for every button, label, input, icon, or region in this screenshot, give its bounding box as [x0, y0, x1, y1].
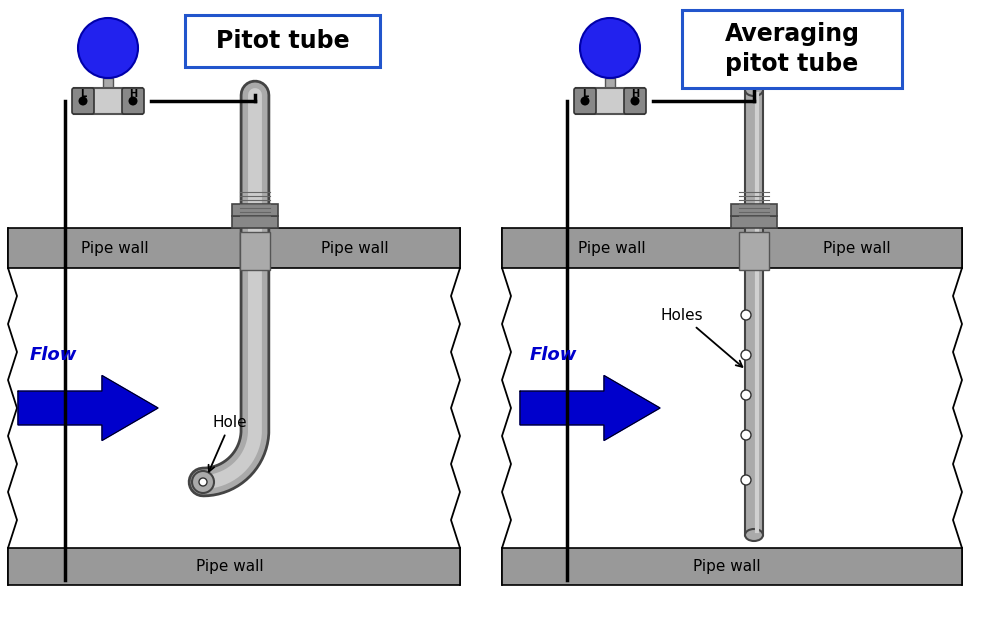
Text: Flow: Flow	[30, 346, 77, 364]
Bar	[240, 232, 270, 270]
Text: Pipe wall: Pipe wall	[693, 558, 761, 573]
Bar	[682, 10, 902, 88]
Circle shape	[581, 96, 590, 106]
Ellipse shape	[745, 529, 763, 541]
FancyBboxPatch shape	[72, 88, 94, 114]
Bar	[8, 228, 460, 268]
Polygon shape	[18, 376, 158, 441]
Ellipse shape	[745, 84, 763, 96]
Bar	[576, 88, 644, 114]
Bar	[74, 88, 142, 114]
Bar	[502, 228, 962, 268]
Text: Pitot tube: Pitot tube	[216, 29, 349, 53]
Text: L: L	[582, 89, 588, 99]
Circle shape	[741, 390, 751, 400]
Text: Pipe wall: Pipe wall	[824, 241, 891, 255]
Text: Pipe wall: Pipe wall	[196, 558, 264, 573]
Bar	[739, 232, 769, 270]
FancyBboxPatch shape	[574, 88, 596, 114]
Bar	[605, 78, 615, 88]
Bar	[232, 204, 278, 216]
Bar	[103, 78, 113, 88]
Text: Hole: Hole	[208, 415, 248, 471]
Polygon shape	[520, 376, 660, 441]
Bar	[8, 548, 460, 585]
Circle shape	[741, 430, 751, 440]
Text: Holes: Holes	[661, 308, 742, 367]
Circle shape	[580, 18, 640, 78]
Text: H: H	[129, 89, 137, 99]
FancyBboxPatch shape	[122, 88, 144, 114]
Circle shape	[192, 471, 214, 493]
Circle shape	[129, 96, 138, 106]
Text: Pipe wall: Pipe wall	[81, 241, 149, 255]
Text: Averaging
pitot tube: Averaging pitot tube	[724, 22, 859, 76]
Circle shape	[741, 310, 751, 320]
Circle shape	[78, 96, 87, 106]
Bar	[185, 15, 380, 67]
Circle shape	[199, 478, 207, 486]
Bar	[745, 90, 763, 535]
Text: L: L	[80, 89, 86, 99]
Text: Pipe wall: Pipe wall	[578, 241, 646, 255]
Circle shape	[741, 350, 751, 360]
Bar	[502, 548, 962, 585]
FancyBboxPatch shape	[624, 88, 646, 114]
Circle shape	[630, 96, 639, 106]
Bar	[731, 204, 777, 216]
Text: H: H	[631, 89, 639, 99]
Text: Pipe wall: Pipe wall	[321, 241, 388, 255]
Circle shape	[78, 18, 138, 78]
Bar	[731, 216, 777, 228]
Bar	[232, 216, 278, 228]
Text: Flow: Flow	[530, 346, 578, 364]
Circle shape	[741, 475, 751, 485]
